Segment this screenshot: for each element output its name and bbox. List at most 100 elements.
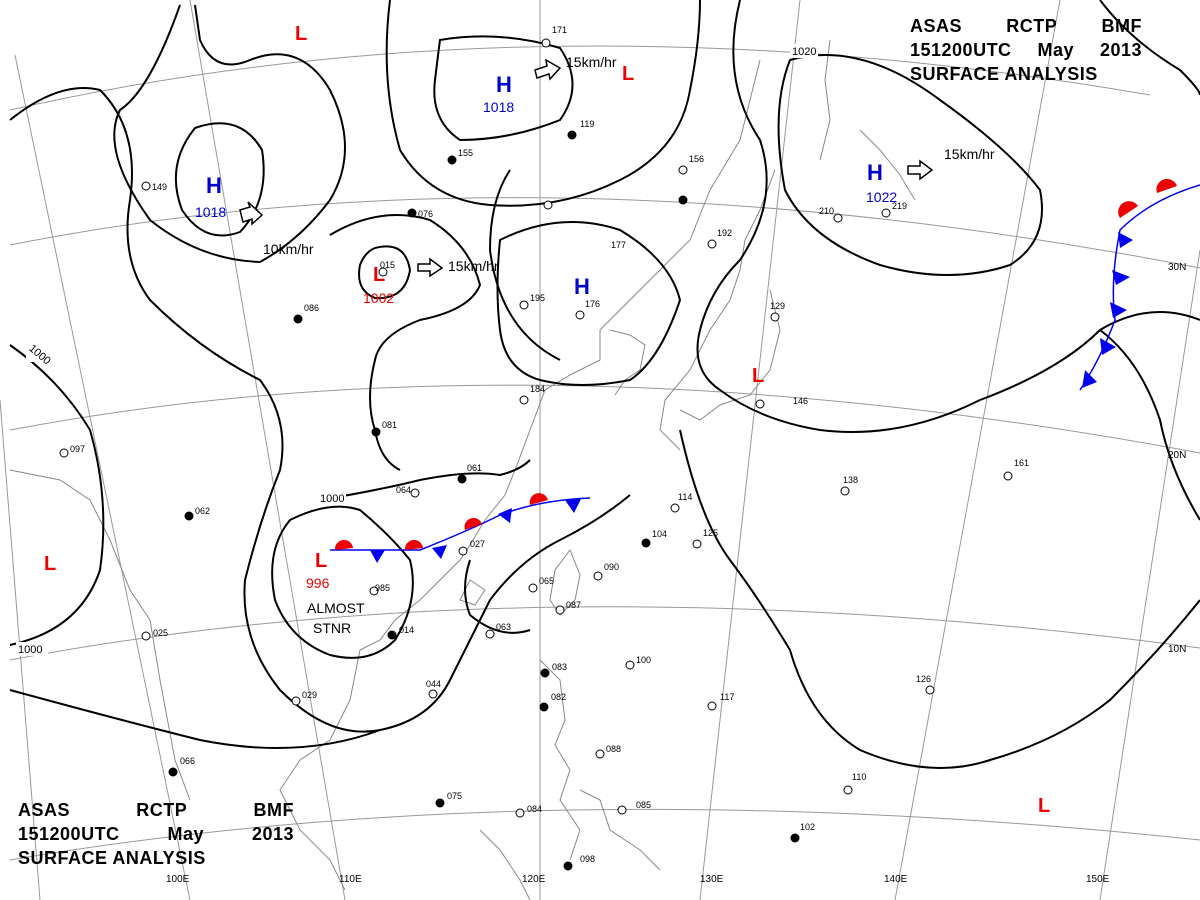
station-marker xyxy=(707,701,717,711)
high-center-value: 1022 xyxy=(866,189,897,205)
station-value: 985 xyxy=(375,583,390,593)
agency-label: ASAS xyxy=(18,800,71,820)
front-line xyxy=(329,497,591,551)
station-value: 219 xyxy=(892,201,907,211)
isobar-label: 1000 xyxy=(18,644,42,656)
motion-arrows xyxy=(239,58,934,278)
longitude-label: 120E xyxy=(522,874,546,885)
year-label: 2013 xyxy=(1099,40,1142,60)
station-value: 102 xyxy=(800,822,815,832)
low-center-letter: L xyxy=(622,63,634,85)
station-value: 044 xyxy=(426,679,441,689)
korea-coast xyxy=(609,329,646,396)
meridian-130e xyxy=(699,0,801,900)
japan-honshu xyxy=(679,289,781,421)
arrow-icon xyxy=(417,257,444,278)
low-center-letter: L xyxy=(373,264,385,286)
station-marker xyxy=(555,605,565,615)
isobar-center xyxy=(496,221,682,386)
low-center-letter: L xyxy=(1038,795,1050,817)
isobar-h1018-west-outer xyxy=(113,4,346,264)
meridian-110e xyxy=(189,0,346,900)
latitude-label: 30N xyxy=(1168,262,1186,273)
station-marker xyxy=(593,571,603,581)
isobar-pacific xyxy=(1099,329,1200,521)
station-value: 087 xyxy=(566,600,581,610)
station-value: 155 xyxy=(458,148,473,158)
station-value: 177 xyxy=(611,240,626,250)
warm-front-semicircle xyxy=(334,539,353,550)
station-marker xyxy=(625,660,635,670)
station-marker xyxy=(755,399,765,409)
station-marker xyxy=(447,155,457,165)
cold-front-triangle xyxy=(1100,338,1116,355)
stationary-annotation: ALMOST STNR xyxy=(307,600,365,636)
longitude-label: 140E xyxy=(884,874,908,885)
sakhalin xyxy=(819,39,831,161)
station-value: 081 xyxy=(382,420,397,430)
low-center-letter: L xyxy=(752,365,764,387)
station-value: 083 xyxy=(552,662,567,672)
isobar-1000-southwest xyxy=(319,459,531,501)
station-marker xyxy=(407,208,417,218)
isobar-h1018-north xyxy=(433,35,574,142)
meridian-140e xyxy=(894,0,1061,900)
taiwan-coast xyxy=(549,548,581,616)
station-marker xyxy=(1003,471,1013,481)
station-marker xyxy=(543,200,553,210)
motion-label: 15km/hr xyxy=(944,146,995,162)
station-marker xyxy=(519,395,529,405)
annotation-line: STNR xyxy=(313,620,351,636)
station-value: 098 xyxy=(580,854,595,864)
station-marker xyxy=(184,511,194,521)
station-value: 075 xyxy=(447,791,462,801)
latitude-label: 10N xyxy=(1168,644,1186,655)
isobar-l1002-outer xyxy=(329,214,482,471)
meridian-100e xyxy=(14,54,191,900)
indochina-coast xyxy=(279,649,361,891)
station-value: 192 xyxy=(717,228,732,238)
station-marker xyxy=(540,668,550,678)
coastlines xyxy=(9,39,916,900)
station-marker xyxy=(291,696,301,706)
cold-front-triangle xyxy=(1082,370,1097,388)
month-label: May xyxy=(167,824,205,844)
station-marker xyxy=(428,689,438,699)
warm-front-semicircle xyxy=(404,539,423,550)
japan-coast xyxy=(659,169,776,451)
parallel-10n xyxy=(9,606,1200,661)
year-label: 2013 xyxy=(251,824,294,844)
station-value: 015 xyxy=(380,260,395,270)
isobar-north-outer xyxy=(385,0,701,207)
longitude-label: 150E xyxy=(1086,874,1110,885)
isobar-ridge xyxy=(488,169,561,361)
station-marker xyxy=(843,785,853,795)
station-value: 029 xyxy=(302,690,317,700)
motion-label: 15km/hr xyxy=(566,54,617,70)
station-value: 210 xyxy=(819,206,834,216)
station-marker xyxy=(387,630,397,640)
station-marker xyxy=(692,539,702,549)
office-label: BMF xyxy=(1101,16,1142,36)
parallel-0n xyxy=(9,808,1200,861)
station-marker xyxy=(168,767,178,777)
latitude-label: 20N xyxy=(1168,450,1186,461)
station-marker xyxy=(840,486,850,496)
station-marker xyxy=(293,314,303,324)
station-marker xyxy=(595,749,605,759)
isobar-h1022 xyxy=(777,54,1043,276)
motion-label: 10km/hr xyxy=(263,241,314,257)
east-cold-front xyxy=(1079,178,1200,391)
isobar-label: 1020 xyxy=(792,46,816,58)
station-marker xyxy=(458,546,468,556)
product-label: SURFACE ANALYSIS xyxy=(18,848,206,868)
cold-front-triangle xyxy=(498,508,512,523)
station-label: RCTP xyxy=(136,800,188,820)
station-value: 195 xyxy=(530,293,545,303)
high-center-letter: H xyxy=(867,160,883,185)
station-marker xyxy=(59,448,69,458)
isobar-tail xyxy=(464,559,531,634)
station-marker xyxy=(410,488,420,498)
station-markers xyxy=(59,38,1013,871)
